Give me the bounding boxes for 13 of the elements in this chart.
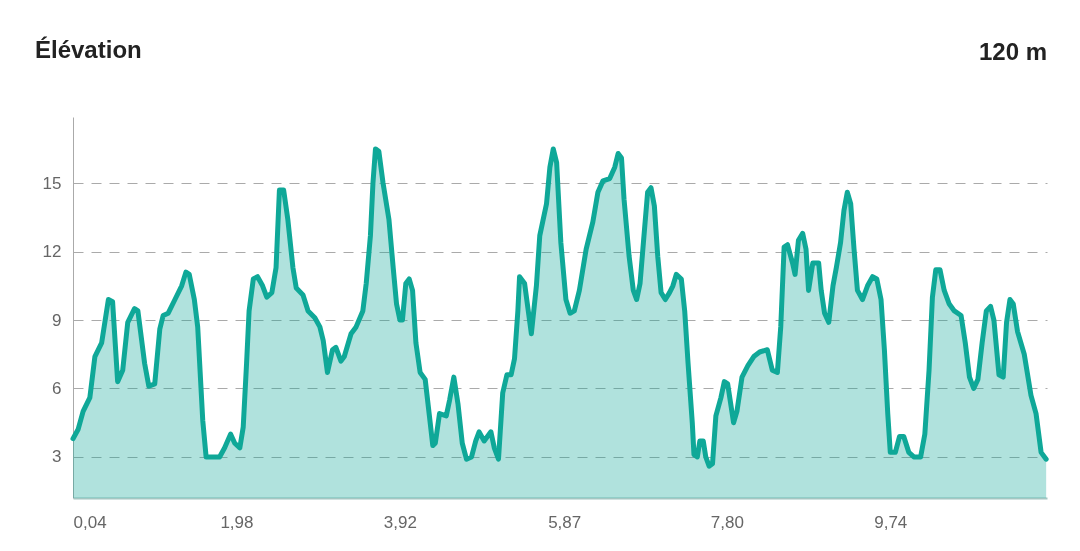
y-tick-label: 6 bbox=[52, 378, 62, 398]
y-tick-label: 15 bbox=[42, 173, 62, 193]
x-tick-label: 7,80 bbox=[710, 512, 744, 532]
chart-title: Élévation bbox=[35, 36, 142, 63]
y-tick-label: 3 bbox=[52, 447, 62, 467]
y-tick-label: 12 bbox=[42, 242, 62, 262]
x-tick-label: 1,98 bbox=[220, 512, 254, 532]
y-tick-label: 9 bbox=[52, 310, 62, 330]
x-tick-label: 9,74 bbox=[874, 512, 908, 532]
x-tick-label: 3,92 bbox=[383, 512, 417, 532]
x-tick-label: 5,87 bbox=[548, 512, 582, 532]
x-tick-label: 0,04 bbox=[73, 512, 107, 532]
text: 120 m bbox=[978, 38, 1047, 65]
